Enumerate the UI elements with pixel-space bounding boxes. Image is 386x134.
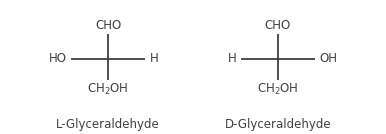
Text: H: H (228, 52, 237, 66)
Text: HO: HO (49, 52, 67, 66)
Text: L-Glyceraldehyde: L-Glyceraldehyde (56, 118, 160, 131)
Text: CHO: CHO (265, 19, 291, 32)
Text: H: H (149, 52, 158, 66)
Text: CHO: CHO (95, 19, 121, 32)
Text: OH: OH (319, 52, 337, 66)
Text: CH$_2$OH: CH$_2$OH (257, 82, 299, 97)
Text: D-Glyceraldehyde: D-Glyceraldehyde (225, 118, 331, 131)
Text: CH$_2$OH: CH$_2$OH (87, 82, 129, 97)
